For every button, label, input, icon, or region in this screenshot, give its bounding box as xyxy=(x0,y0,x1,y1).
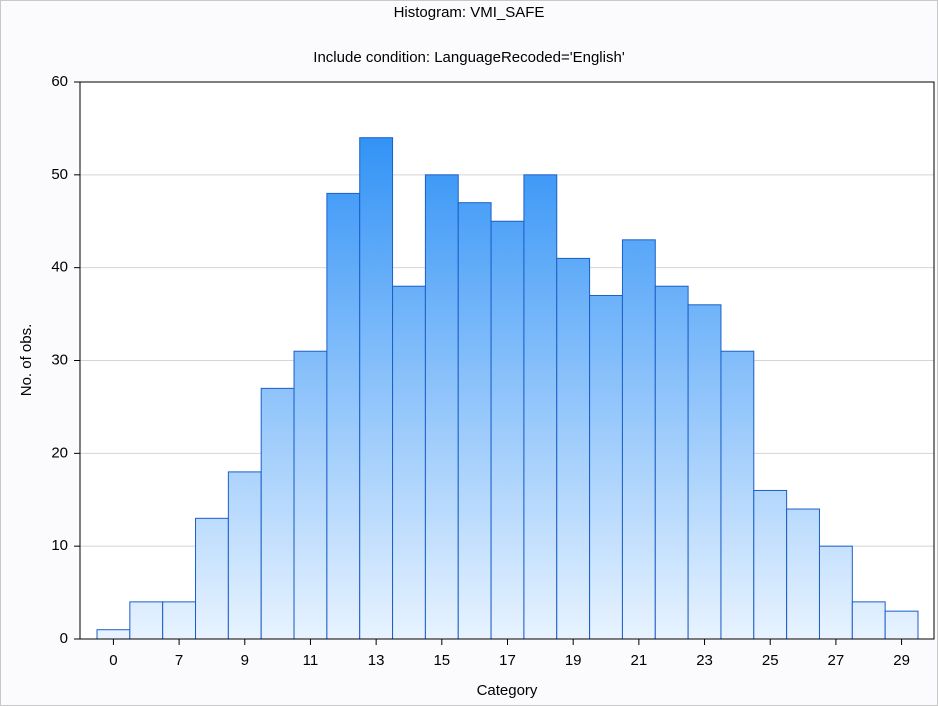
x-tick-label: 13 xyxy=(368,652,385,669)
chart-subtitle: Include condition: LanguageRecoded='Engl… xyxy=(313,49,625,66)
bar xyxy=(687,304,722,640)
bar xyxy=(424,174,459,640)
y-tick-label: 30 xyxy=(51,351,68,368)
bar xyxy=(457,202,492,640)
bar xyxy=(589,295,623,640)
bar xyxy=(654,285,689,640)
x-axis-label: Category xyxy=(477,682,538,699)
x-tick-label: 11 xyxy=(303,652,319,669)
x-tick-label: 9 xyxy=(241,652,249,669)
bar xyxy=(818,545,853,640)
bar xyxy=(162,601,197,640)
bar xyxy=(129,601,164,640)
bar xyxy=(293,350,328,640)
y-tick-label: 50 xyxy=(51,166,68,183)
bar xyxy=(851,601,886,640)
bar xyxy=(523,174,558,640)
x-tick-label: 7 xyxy=(175,652,183,669)
y-axis-label: No. of obs. xyxy=(18,324,35,397)
bar xyxy=(326,192,361,640)
axes: 0 10 20 30 40 50 60 0 7 9 11 13 15 17 19 21 23 25 27 29 xyxy=(51,73,935,669)
bar xyxy=(260,387,295,640)
bar xyxy=(195,517,229,640)
bars xyxy=(96,137,919,640)
y-tick-label: 60 xyxy=(51,73,68,90)
bar xyxy=(96,629,131,640)
chart-title: Histogram: VMI_SAFE xyxy=(394,4,545,21)
x-tick-label: 21 xyxy=(631,652,648,669)
x-tick-label: 0 xyxy=(109,652,117,669)
plot-frame xyxy=(79,81,935,640)
bar xyxy=(786,508,820,640)
y-tick-label: 0 xyxy=(60,630,68,647)
y-tick-label: 20 xyxy=(51,444,68,461)
x-tick-label: 27 xyxy=(828,652,845,669)
x-tick-label: 19 xyxy=(565,652,582,669)
bar xyxy=(753,489,788,640)
bar xyxy=(392,285,426,640)
x-tick-label: 17 xyxy=(499,652,516,669)
x-tick-label: 15 xyxy=(433,652,450,669)
x-tick-label: 23 xyxy=(696,652,713,669)
bar xyxy=(884,610,919,640)
x-tick-label: 29 xyxy=(893,652,910,669)
y-tick-label: 40 xyxy=(51,259,68,276)
bar xyxy=(621,239,656,640)
bar xyxy=(556,257,591,640)
x-tick-label: 25 xyxy=(762,652,779,669)
y-tick-label: 10 xyxy=(51,537,68,554)
bar xyxy=(227,471,262,640)
bar xyxy=(359,137,394,640)
bar xyxy=(490,220,525,640)
bar xyxy=(720,350,755,640)
